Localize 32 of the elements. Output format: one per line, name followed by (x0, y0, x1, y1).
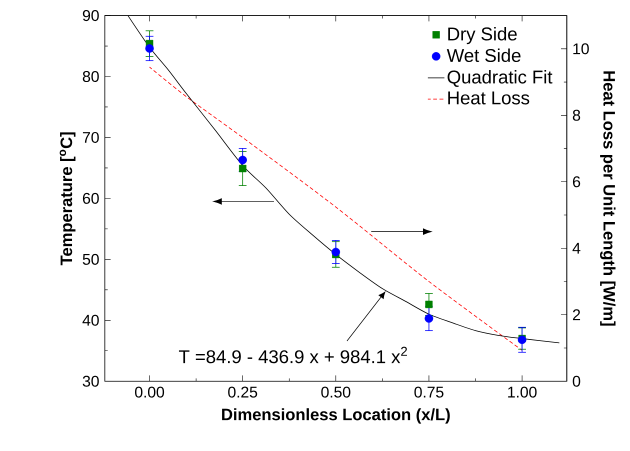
legend-label: Wet Side (446, 48, 521, 62)
x-tick-label: 0.75 (414, 386, 444, 398)
y2-tick-label: 10 (573, 43, 589, 54)
point (238, 164, 246, 172)
x-tick-label: 1.00 (508, 386, 537, 398)
y-tick-label: 80 (82, 70, 99, 82)
y2-tick-label: 2 (572, 309, 580, 320)
point (332, 248, 340, 256)
y-tick-label: 30 (82, 376, 99, 387)
y-axis-title: Temperature [$^{o}$C] (60, 132, 76, 266)
y2-tick-label: 4 (572, 242, 580, 254)
y2-tick-label: 0 (572, 376, 580, 387)
y-tick-label: 90 (82, 10, 99, 21)
point (145, 44, 154, 53)
y-tick-label: 70 (82, 132, 99, 143)
x-tick-label: 0.25 (228, 386, 258, 398)
point (238, 156, 247, 164)
x-axis-title: Dimensionless Location (x/L) (222, 408, 450, 424)
y-tick-label: 50 (82, 254, 99, 265)
y-tick-label: 60 (82, 192, 99, 204)
point (425, 300, 433, 308)
legend-label: Dry Side (448, 26, 517, 44)
point (424, 314, 434, 323)
annotation: T =84.9 - 436.9 x + 984.1 x$^{2}$ (178, 346, 407, 364)
x-tick-label: 0.50 (321, 386, 350, 398)
x-tick-label: 0.00 (135, 386, 164, 398)
y2-axis-title: Heat Loss per Unit Length [W/m] (600, 71, 616, 326)
y-tick-label: 40 (82, 314, 99, 326)
legend-label: Heat Loss (448, 91, 530, 104)
legend-label: Quadratic Fit (448, 70, 552, 87)
y2-tick-label: 6 (572, 176, 580, 188)
y2-tick-label: 8 (572, 110, 580, 121)
